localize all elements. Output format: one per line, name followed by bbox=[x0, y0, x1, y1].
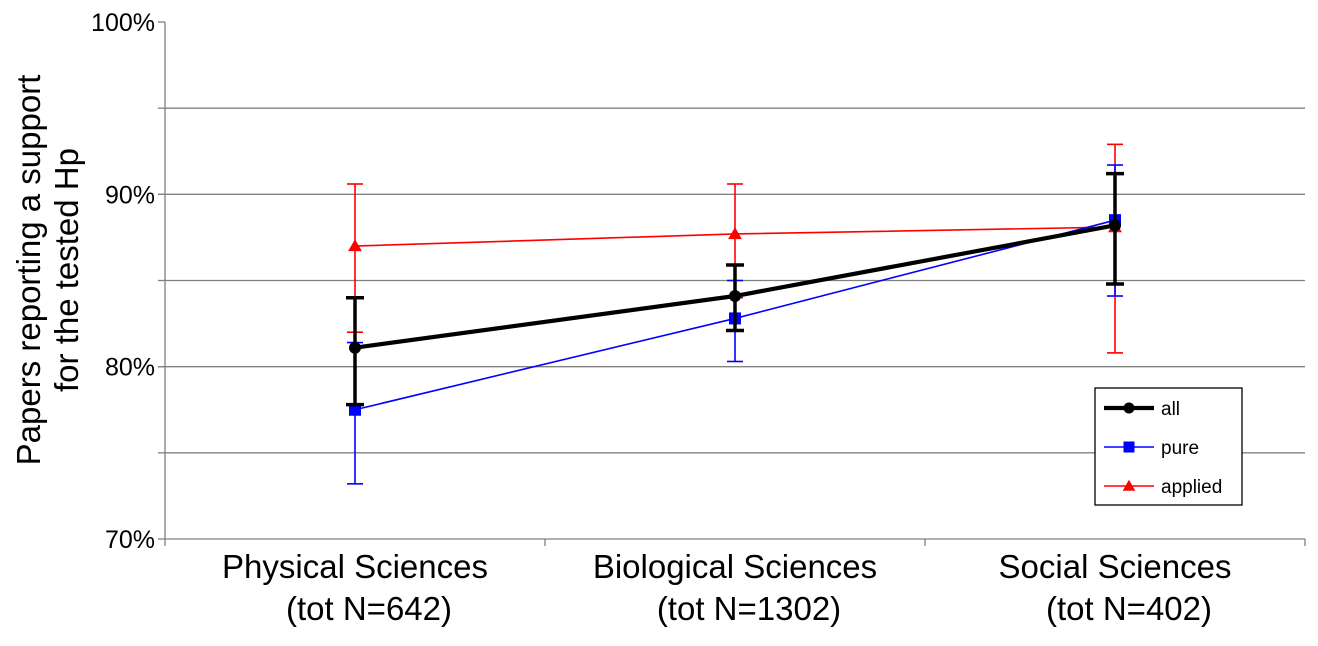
marker-circle bbox=[1123, 402, 1135, 414]
y-tick-label: 100% bbox=[91, 9, 155, 37]
marker-triangle bbox=[1122, 479, 1136, 491]
x-category-sublabel: (tot N=1302) bbox=[657, 590, 841, 627]
x-category-sublabel: (tot N=642) bbox=[286, 590, 452, 627]
x-category-sublabel: (tot N=402) bbox=[1046, 590, 1212, 627]
series-all bbox=[346, 171, 1124, 407]
y-tick-label: 80% bbox=[105, 354, 155, 382]
marker-square bbox=[349, 403, 361, 416]
y-tick-label: 90% bbox=[105, 181, 155, 209]
marker-triangle bbox=[728, 227, 742, 240]
legend-label-pure: pure bbox=[1161, 438, 1199, 459]
x-category-label: Biological Sciences bbox=[593, 548, 877, 585]
marker-circle bbox=[1109, 219, 1121, 232]
x-category-label: Social Sciences bbox=[999, 548, 1232, 585]
marker-circle bbox=[729, 290, 741, 303]
y-axis-label-line: Papers reporting a support bbox=[10, 75, 47, 466]
y-axis-label-line: for the tested Hp bbox=[48, 148, 85, 392]
y-axis-label: Papers reporting a supportfor the tested… bbox=[10, 75, 85, 466]
y-tick-label: 70% bbox=[105, 526, 155, 554]
legend-label-all: all bbox=[1161, 399, 1180, 420]
legend-label-applied: applied bbox=[1161, 477, 1222, 498]
marker-triangle bbox=[348, 239, 362, 252]
marker-square bbox=[1123, 441, 1135, 453]
marker-circle bbox=[349, 341, 361, 354]
x-category-label: Physical Sciences bbox=[222, 548, 488, 585]
